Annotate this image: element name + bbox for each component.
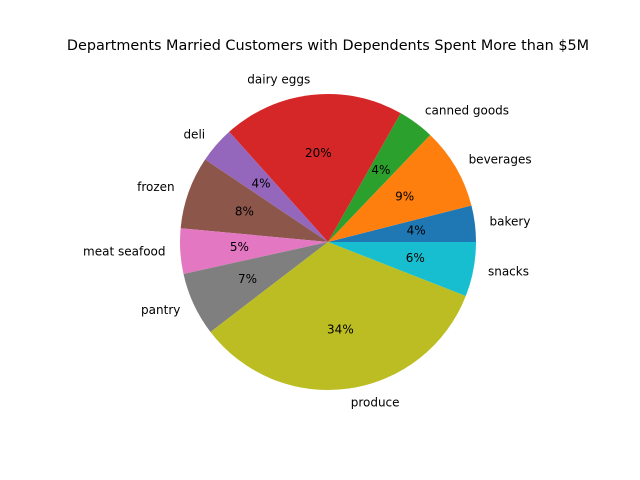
slice-percent-meat-seafood: 5% [230,240,249,254]
slice-label-frozen: frozen [137,180,175,194]
slice-percent-produce: 34% [327,322,354,336]
slice-label-bakery: bakery [490,214,531,228]
slice-percent-deli: 4% [251,176,270,190]
slice-percent-canned-goods: 4% [371,163,390,177]
slice-label-dairy-eggs: dairy eggs [247,73,310,87]
slice-label-pantry: pantry [141,303,180,317]
slice-percent-dairy-eggs: 20% [305,146,332,160]
slice-percent-pantry: 7% [238,272,257,286]
slice-label-meat-seafood: meat seafood [83,245,165,259]
pie-slice-snacks [328,242,476,296]
pie-slice-deli [205,131,328,242]
slice-label-beverages: beverages [469,152,532,166]
pie-slice-meat-seafood [179,228,328,274]
slice-percent-bakery: 4% [407,223,426,237]
pie-slice-canned-goods [328,113,431,242]
slice-label-canned-goods: canned goods [425,104,509,118]
pie-slice-produce [210,242,466,390]
slice-label-snacks: snacks [488,265,529,279]
pie-slices [179,94,476,390]
slice-label-deli: deli [183,128,205,142]
slice-label-produce: produce [351,396,400,410]
pie-slice-beverages [328,134,472,242]
pie-slice-frozen [180,159,328,242]
slice-percent-frozen: 8% [235,205,254,219]
pie-labels: bakery 4% beverages 9% canned goods 4% dairy e… [83,73,532,410]
slice-percent-snacks: 6% [406,251,425,265]
pie-slice-bakery [328,205,476,242]
pie-slice-pantry [183,242,328,332]
pie-slice-dairy-eggs [229,94,401,243]
chart-title: Departments Married Customers with Depen… [67,38,589,54]
slice-percent-beverages: 9% [395,190,414,204]
